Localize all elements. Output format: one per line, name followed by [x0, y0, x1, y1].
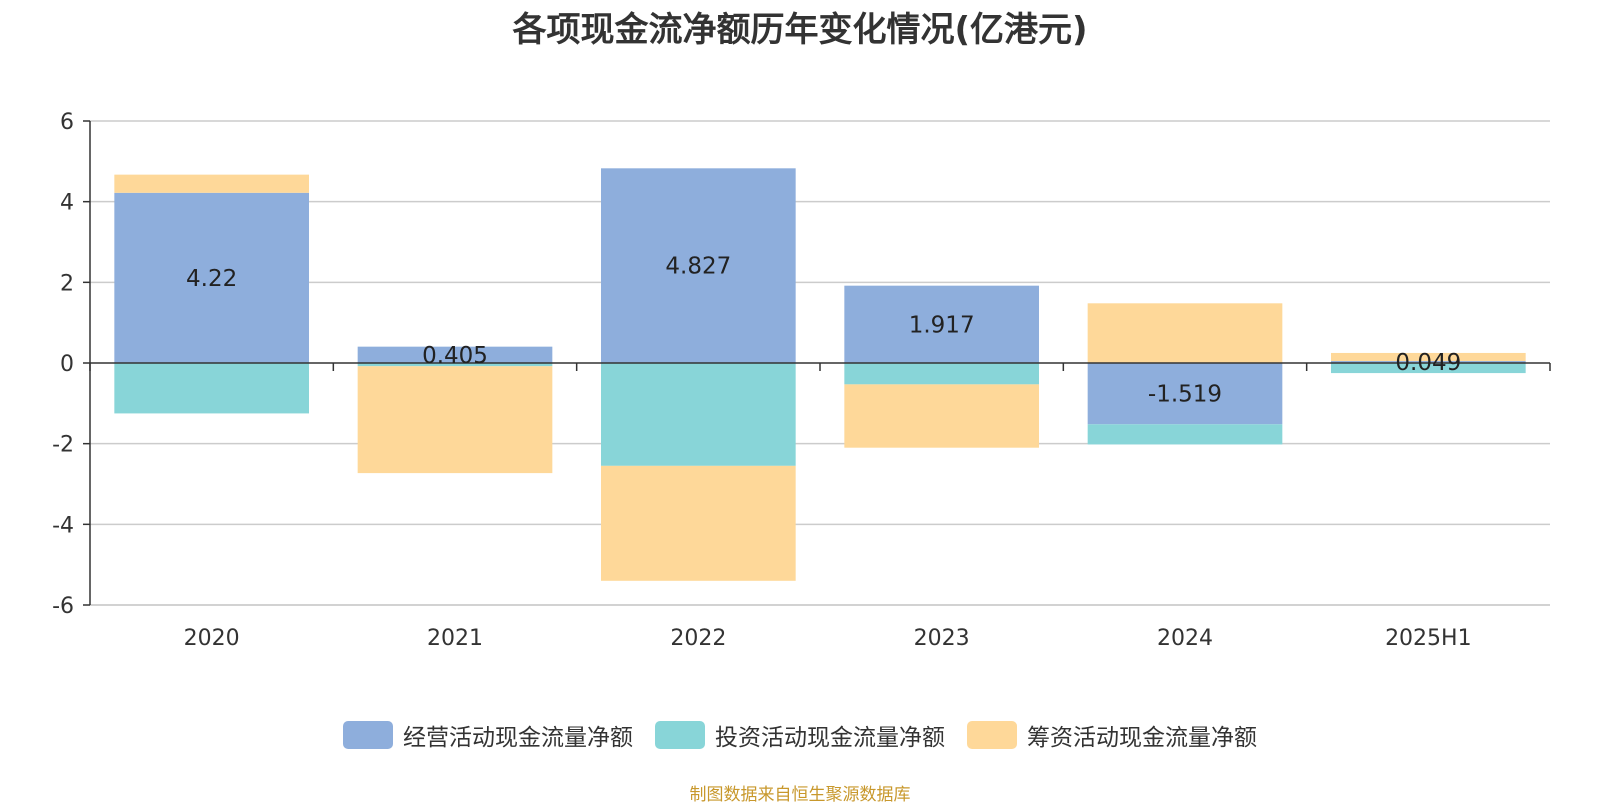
- axis-layer: -6 -4 -2 0 2 4 6 2020 2021 2022 2023 2024 2025H1: [52, 110, 1551, 651]
- legend-label: 筹资活动现金流量净额: [1027, 725, 1257, 751]
- x-tick-label: 2021: [427, 626, 483, 651]
- bar-segment: [114, 363, 309, 414]
- bars-layer: [114, 168, 1526, 581]
- data-label: -1.519: [1148, 382, 1222, 408]
- bar-segment: [601, 465, 796, 581]
- bar-segment: [1331, 361, 1526, 363]
- x-tick-label: 2025H1: [1385, 626, 1472, 651]
- bar-segment: [357, 366, 553, 474]
- bar-segment: [844, 285, 1039, 363]
- x-tick-label: 2020: [184, 626, 240, 651]
- y-tick-label: 4: [60, 191, 74, 216]
- bar-segment: [1087, 303, 1283, 363]
- bar-segment: [1087, 363, 1283, 425]
- legend: 经营活动现金流量净额 投资活动现金流量净额 筹资活动现金流量净额: [0, 718, 1600, 752]
- labels-layer: 4.22 0.405 4.827 1.917 -1.519 0.049: [186, 254, 1461, 408]
- chart-title: 各项现金流净额历年变化情况(亿港元): [512, 10, 1088, 50]
- x-tick-label: 2023: [914, 626, 970, 651]
- legend-label: 经营活动现金流量净额: [403, 725, 633, 751]
- bar-segment: [114, 192, 309, 363]
- legend-item[interactable]: 投资活动现金流量净额: [655, 718, 945, 752]
- data-label: 4.22: [186, 266, 237, 292]
- legend-swatch: [655, 721, 705, 749]
- legend-item[interactable]: 筹资活动现金流量净额: [967, 718, 1257, 752]
- legend-swatch: [343, 721, 393, 749]
- bar-segment: [844, 384, 1039, 448]
- bar-segment: [357, 363, 553, 367]
- legend-label: 投资活动现金流量净额: [715, 725, 945, 751]
- bar-segment: [601, 363, 796, 466]
- legend-swatch: [967, 721, 1017, 749]
- bar-segment: [601, 168, 796, 363]
- y-tick-label: 6: [60, 110, 74, 135]
- bar-segment: [844, 363, 1039, 385]
- bar-segment: [114, 174, 309, 193]
- bar-segment: [1087, 424, 1283, 445]
- bar-segment: [1331, 363, 1526, 374]
- bar-segment: [357, 346, 553, 363]
- data-label: 4.827: [665, 254, 731, 280]
- source-note: 制图数据来自恒生聚源数据库: [689, 785, 911, 805]
- bar-segment: [1331, 352, 1526, 362]
- data-label: 0.405: [422, 343, 488, 369]
- y-tick-label: -4: [52, 513, 74, 538]
- data-label: 1.917: [909, 312, 975, 338]
- y-tick-label: -2: [52, 433, 74, 458]
- y-tick-label: -6: [52, 594, 74, 619]
- data-label: 0.049: [1395, 350, 1461, 376]
- y-tick-label: 0: [60, 352, 74, 377]
- x-tick-label: 2024: [1157, 626, 1213, 651]
- legend-item[interactable]: 经营活动现金流量净额: [343, 718, 633, 752]
- x-tick-label: 2022: [670, 626, 726, 651]
- y-tick-label: 2: [60, 271, 74, 296]
